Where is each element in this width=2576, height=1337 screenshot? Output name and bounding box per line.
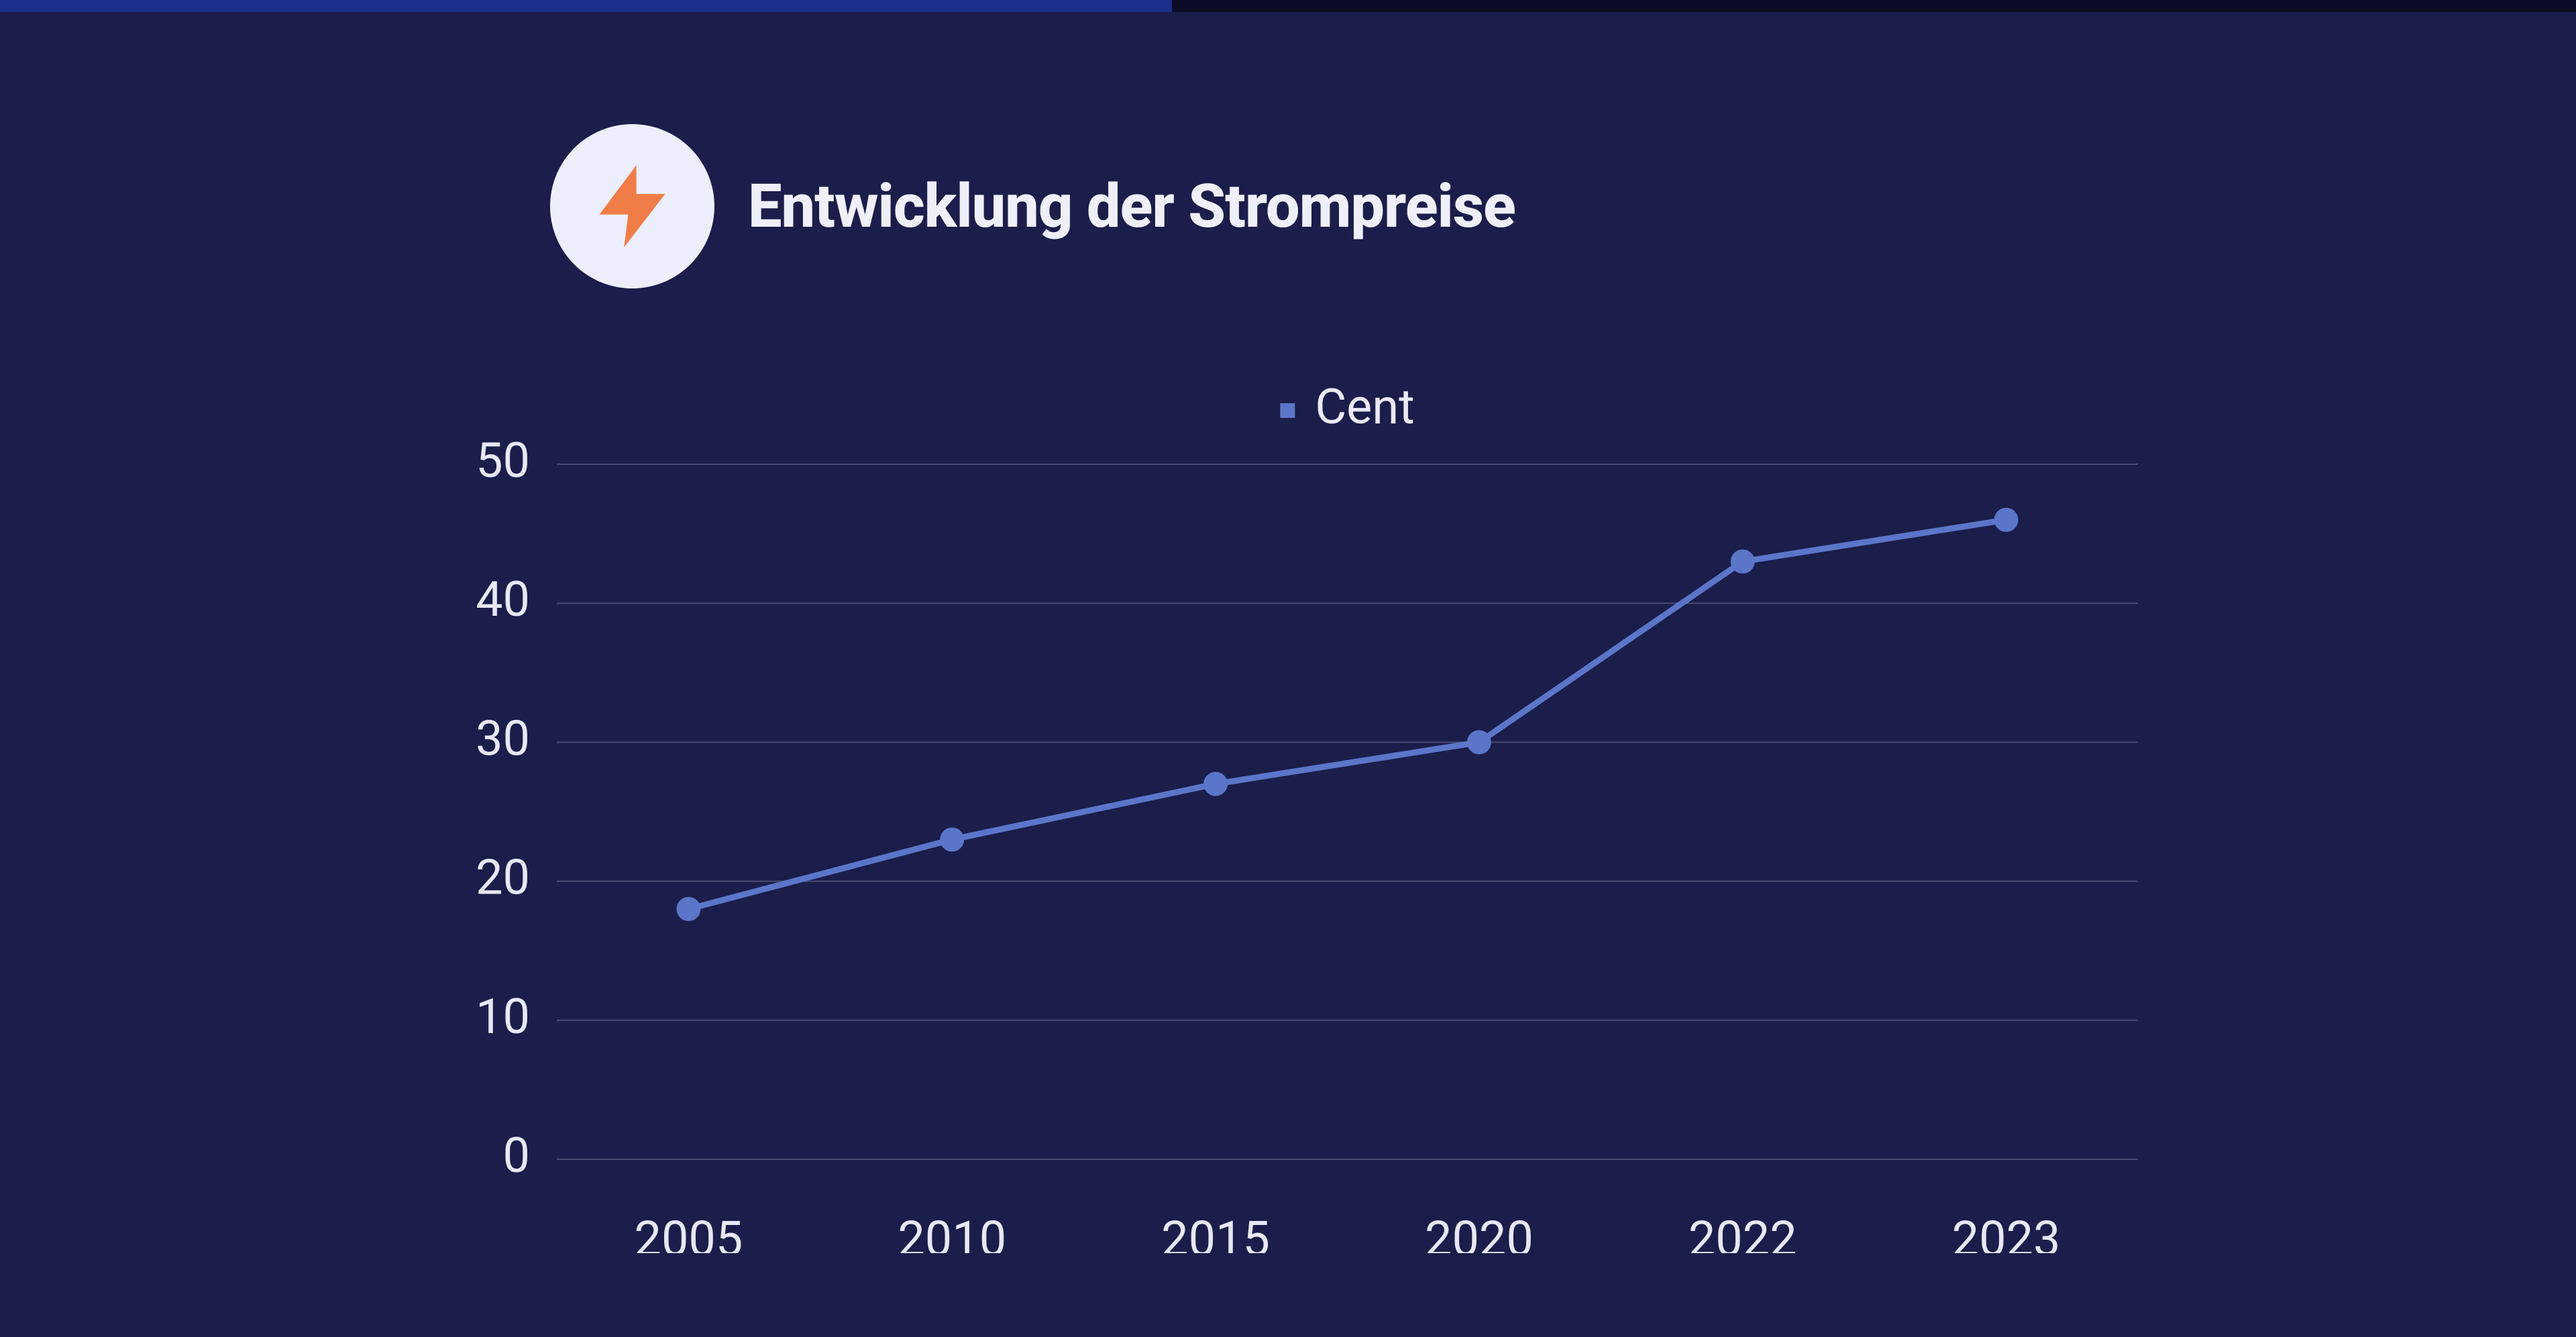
y-tick-label: 40 bbox=[476, 571, 530, 628]
legend-label: Cent bbox=[1315, 378, 1414, 435]
y-tick-label: 20 bbox=[476, 849, 530, 906]
bolt-icon-svg bbox=[583, 157, 682, 256]
x-tick-label: 2010 bbox=[898, 1211, 1006, 1253]
y-tick-label: 0 bbox=[503, 1127, 530, 1184]
data-point bbox=[940, 827, 964, 851]
y-tick-label: 50 bbox=[476, 432, 530, 489]
line-chart: 0 10 20 30 40 50 2005 2010 2015 2020 2022 2023 Cent bbox=[436, 357, 2178, 1253]
x-tick-label: 2005 bbox=[634, 1211, 743, 1253]
top-stripe bbox=[0, 0, 2576, 12]
x-tick-label: 2022 bbox=[1688, 1211, 1797, 1253]
header: Entwicklung der Strompreise bbox=[550, 124, 1515, 288]
bolt-icon bbox=[550, 124, 714, 288]
x-tick-label: 2020 bbox=[1425, 1211, 1534, 1253]
line-series bbox=[688, 520, 2006, 909]
data-point bbox=[1994, 508, 2019, 532]
data-point bbox=[1203, 772, 1228, 796]
page-root: Entwicklung der Strompreise 0 10 20 30 40 50 2… bbox=[0, 0, 2576, 1337]
legend: Cent bbox=[1280, 378, 1414, 435]
x-tick-label: 2015 bbox=[1161, 1211, 1270, 1253]
legend-marker bbox=[1280, 403, 1295, 418]
y-tick-label: 30 bbox=[476, 710, 530, 767]
data-point bbox=[676, 897, 700, 921]
data-point bbox=[1731, 549, 1755, 574]
x-tick-label: 2023 bbox=[1952, 1211, 2061, 1253]
y-tick-label: 10 bbox=[476, 988, 530, 1045]
chart-title: Entwicklung der Strompreise bbox=[748, 171, 1515, 242]
data-point bbox=[1467, 730, 1491, 754]
